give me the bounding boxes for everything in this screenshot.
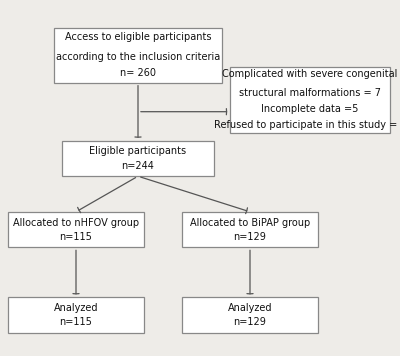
- Text: Incomplete data =5: Incomplete data =5: [261, 104, 359, 115]
- FancyBboxPatch shape: [182, 297, 318, 333]
- Text: Complicated with severe congenital: Complicated with severe congenital: [222, 69, 398, 79]
- Text: according to the inclusion criteria: according to the inclusion criteria: [56, 52, 220, 62]
- Text: Eligible participants: Eligible participants: [90, 146, 186, 156]
- Text: Refused to participate in this study = 4: Refused to participate in this study = 4: [214, 120, 400, 131]
- FancyBboxPatch shape: [54, 28, 222, 83]
- FancyBboxPatch shape: [230, 67, 390, 133]
- Text: n= 260: n= 260: [120, 68, 156, 78]
- Text: Allocated to nHFOV group: Allocated to nHFOV group: [13, 218, 139, 227]
- FancyBboxPatch shape: [62, 141, 214, 176]
- FancyBboxPatch shape: [8, 297, 144, 333]
- Text: Analyzed: Analyzed: [54, 303, 98, 313]
- FancyBboxPatch shape: [8, 212, 144, 247]
- Text: Allocated to BiPAP group: Allocated to BiPAP group: [190, 218, 310, 227]
- Text: n=129: n=129: [234, 317, 266, 327]
- Text: n=115: n=115: [60, 232, 92, 242]
- Text: n=129: n=129: [234, 232, 266, 242]
- Text: Access to eligible participants: Access to eligible participants: [65, 32, 211, 42]
- Text: structural malformations = 7: structural malformations = 7: [239, 88, 381, 99]
- FancyBboxPatch shape: [182, 212, 318, 247]
- Text: n=115: n=115: [60, 317, 92, 327]
- Text: Analyzed: Analyzed: [228, 303, 272, 313]
- Text: n=244: n=244: [122, 161, 154, 171]
